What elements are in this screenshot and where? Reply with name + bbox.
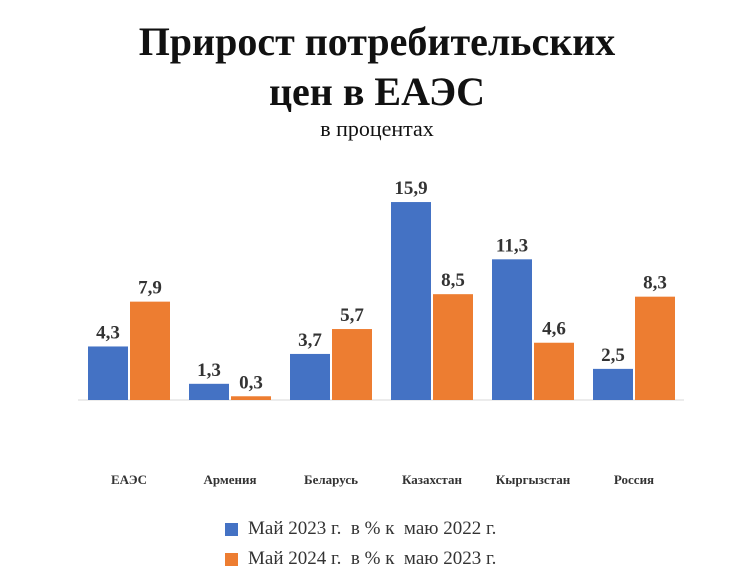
data-label-series-2-2: 0,3 (239, 372, 263, 393)
bar-series-2-4 (433, 294, 473, 400)
legend-swatch-series-1 (225, 522, 238, 536)
legend-item-series-1: Май 2023 г. в % к маю 2022 г. (225, 518, 496, 540)
chart-subtitle: в процентах (320, 116, 434, 141)
data-label-series-1-2: 1,3 (197, 360, 221, 381)
legend-label-series-2: Май 2024 г. в % к маю 2023 г. (248, 548, 497, 569)
data-label-series-1-4: 15,9 (394, 178, 427, 199)
bar-series-1-1 (88, 346, 128, 400)
bar-series-1-5 (492, 259, 532, 400)
x-tick-label-1: ЕАЭС (111, 472, 147, 487)
data-label-series-2-6: 8,3 (643, 273, 667, 294)
bar-series-1-2 (189, 383, 229, 400)
bar-series-1-6 (593, 368, 633, 400)
bar-series-2-2 (231, 396, 271, 400)
data-label-series-2-3: 5,7 (340, 305, 364, 326)
data-label-series-2-5: 4,6 (542, 319, 566, 340)
chart-title-line-2: цен в ЕАЭС (268, 69, 486, 114)
bar-series-1-4 (391, 202, 431, 400)
chart-title-line-1: Прирост потребительских (138, 19, 616, 64)
data-label-series-2-1: 7,9 (138, 278, 162, 299)
x-tick-label-6: Россия (614, 472, 654, 487)
bar-series-1-3 (290, 353, 330, 400)
legend-item-series-2: Май 2024 г. в % к маю 2023 г. (225, 548, 496, 570)
bar-series-2-1 (130, 301, 170, 400)
data-label-series-2-4: 8,5 (441, 270, 465, 291)
x-tick-label-3: Беларусь (304, 472, 358, 487)
data-label-series-1-3: 3,7 (298, 330, 322, 351)
x-tick-label-4: Казахстан (402, 472, 462, 487)
data-label-series-1-5: 11,3 (496, 235, 528, 256)
legend-swatch-series-2 (225, 552, 238, 566)
data-label-series-1-6: 2,5 (601, 345, 625, 366)
data-label-series-1-1: 4,3 (96, 322, 120, 343)
x-tick-label-5: Кыргызстан (496, 472, 571, 487)
x-tick-label-2: Армения (203, 472, 256, 487)
bar-series-2-6 (635, 296, 675, 400)
bar-series-2-5 (534, 342, 574, 400)
bar-series-2-3 (332, 329, 372, 400)
legend-label-series-1: Май 2023 г. в % к маю 2022 г. (248, 518, 497, 539)
